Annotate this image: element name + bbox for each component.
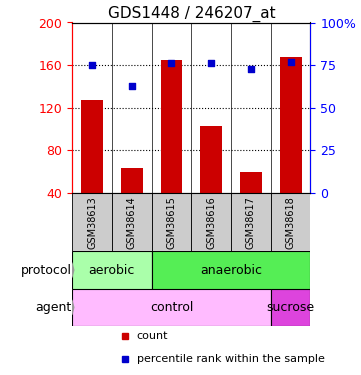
Point (248, 66, 254, 72)
Text: percentile rank within the sample: percentile rank within the sample (136, 354, 325, 364)
Text: GSM38617: GSM38617 (246, 196, 256, 249)
Text: GSM38615: GSM38615 (166, 196, 177, 249)
Text: GSM38614: GSM38614 (127, 196, 137, 249)
Bar (240, 172, 262, 193)
Bar (161, 60, 182, 193)
Polygon shape (72, 300, 74, 315)
Text: count: count (136, 331, 168, 341)
Title: GDS1448 / 246207_at: GDS1448 / 246207_at (108, 6, 275, 22)
Bar (280, 57, 301, 193)
Text: GSM38613: GSM38613 (87, 196, 97, 249)
Point (89, 62, 95, 68)
Point (288, 59, 293, 65)
Bar (152, 193, 191, 252)
Point (208, 60, 214, 66)
Polygon shape (72, 262, 74, 278)
Text: control: control (150, 301, 193, 314)
Bar (152, 252, 310, 289)
Bar (81, 100, 103, 193)
Point (169, 60, 174, 66)
Text: agent: agent (35, 301, 71, 314)
Bar (72, 252, 152, 289)
Text: protocol: protocol (21, 264, 71, 277)
Text: anaerobic: anaerobic (200, 264, 262, 277)
Point (129, 82, 135, 88)
Bar (231, 193, 271, 252)
Text: aerobic: aerobic (89, 264, 135, 277)
Bar (200, 126, 222, 193)
Text: GSM38616: GSM38616 (206, 196, 216, 249)
Text: sucrose: sucrose (266, 301, 315, 314)
Bar (72, 289, 271, 326)
Text: GSM38618: GSM38618 (286, 196, 296, 249)
Bar (271, 289, 310, 326)
Bar (121, 168, 143, 193)
Bar (271, 193, 310, 252)
Bar (191, 193, 231, 252)
Bar (112, 193, 152, 252)
Bar (72, 193, 112, 252)
